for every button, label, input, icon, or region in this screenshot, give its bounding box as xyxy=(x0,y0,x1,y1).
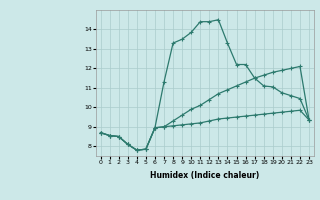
X-axis label: Humidex (Indice chaleur): Humidex (Indice chaleur) xyxy=(150,171,260,180)
